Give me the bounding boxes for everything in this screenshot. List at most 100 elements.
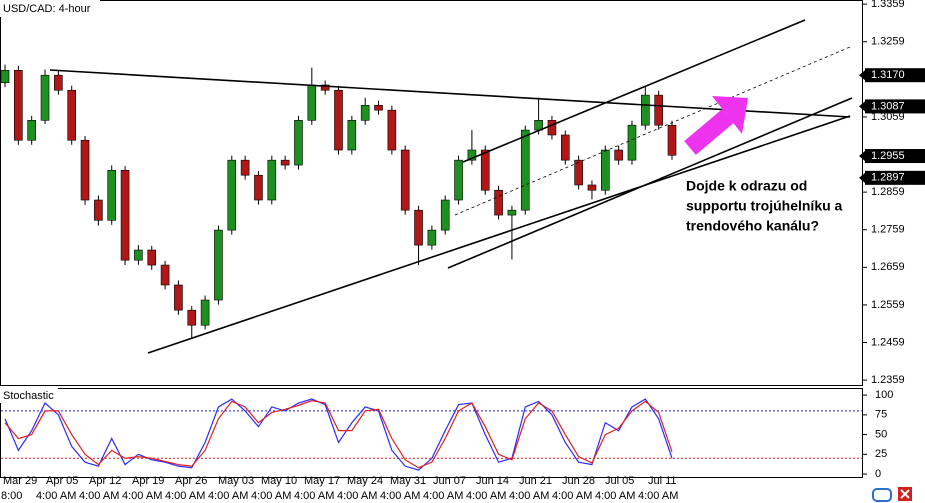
x-date-label: Apr 05 <box>46 475 78 487</box>
candle-body <box>187 309 197 326</box>
candle-body <box>374 104 383 111</box>
candle-body <box>160 264 170 286</box>
x-date-label: Jun 21 <box>519 475 552 487</box>
triangle-support-line <box>147 115 851 354</box>
x-time-label: 4:00 AM <box>380 490 420 502</box>
x-time-label: 8:00 <box>1 490 22 502</box>
x-date-label: May 03 <box>218 475 254 487</box>
price-marker-box <box>865 99 925 114</box>
y-tick-label: 1.2659 <box>871 261 905 273</box>
candle-body <box>334 89 343 151</box>
candle-body <box>494 189 503 216</box>
x-date-label: Mar 29 <box>3 475 37 487</box>
candle-body <box>440 199 450 231</box>
candle-body <box>667 124 677 156</box>
price-marker-label: 1.3170 <box>871 69 905 81</box>
stoch-line <box>4 400 673 469</box>
x-date-label: May 10 <box>261 475 297 487</box>
arrow-head <box>712 96 748 134</box>
candle-body <box>40 74 50 121</box>
annotation: Dojde k odrazu od <box>686 178 807 194</box>
candle-body <box>641 94 650 126</box>
candle-body <box>294 120 303 166</box>
candle-body <box>387 109 397 151</box>
x-date-label: Jun 28 <box>562 475 595 487</box>
candle-body <box>307 84 317 121</box>
x-time-label: 4:00 AM <box>208 490 248 502</box>
candle-body <box>320 84 330 91</box>
price-marker-label: 1.2897 <box>871 172 905 184</box>
x-time-label: 4:00 AM <box>337 490 377 502</box>
x-time-label: 4:00 AM <box>122 490 162 502</box>
arrow-shaft <box>684 109 734 155</box>
candle-body <box>427 229 437 246</box>
candle-body <box>94 199 103 221</box>
price-marker-box <box>865 170 925 185</box>
channel-lower-line <box>447 97 853 269</box>
x-time-label: 4:00 AM <box>294 490 334 502</box>
x-date-label: Jun 07 <box>433 475 466 487</box>
candle-body <box>120 170 130 261</box>
x-time-label: 4:00 AM <box>595 490 635 502</box>
stochastic-title: Stochastic <box>3 390 54 402</box>
stoch-y-tick-label: 50 <box>875 428 887 440</box>
candle-body <box>347 120 357 151</box>
x-date-label: May 31 <box>390 475 426 487</box>
x-date-label: Jun 14 <box>476 475 509 487</box>
x-time-label: 4:00 AM <box>509 490 549 502</box>
candle-body <box>0 70 10 84</box>
y-tick-label: 1.2559 <box>871 299 905 311</box>
candle-body <box>467 149 477 161</box>
x-date-label: Jul 11 <box>648 475 677 487</box>
candle-body <box>80 139 90 201</box>
candle-body <box>134 249 143 261</box>
x-time-label: 4:00 AM <box>466 490 506 502</box>
candle-body <box>254 174 263 201</box>
y-tick-label: 1.2859 <box>871 186 905 198</box>
candle-body <box>27 120 36 141</box>
candle-body <box>507 209 517 216</box>
candle-body <box>414 209 423 246</box>
x-date-label: May 24 <box>347 475 383 487</box>
candle-body <box>107 170 117 221</box>
y-tick-label: 1.2459 <box>871 336 905 348</box>
candle-body <box>400 149 410 211</box>
candle-body <box>67 89 76 141</box>
y-tick-label: 1.3059 <box>871 111 905 123</box>
stoch-title-bg <box>0 388 58 403</box>
x-time-label: 4:00 AM <box>251 490 291 502</box>
candle-body <box>360 104 370 121</box>
title-bg <box>0 0 100 17</box>
triangle-top-line <box>49 69 851 118</box>
candle-body <box>627 124 637 161</box>
candle-body <box>614 149 623 161</box>
candle-body <box>147 249 157 266</box>
x-time-label: 4:00 AM <box>36 490 76 502</box>
y-tick-label: 1.3359 <box>871 0 905 10</box>
price-marker-pointer <box>859 101 865 112</box>
x-time-label: 4:00 AM <box>165 490 205 502</box>
y-tick-label: 1.3259 <box>871 36 905 48</box>
price-marker-pointer <box>859 172 865 183</box>
stoch-y-tick-label: 0 <box>875 468 881 480</box>
candle-body <box>174 284 183 311</box>
channel-upper-line <box>462 19 806 163</box>
candle-body <box>520 129 530 211</box>
candle-body <box>600 149 610 191</box>
candle-body <box>54 74 63 91</box>
price-marker-box <box>865 149 925 164</box>
candle-body <box>560 134 570 161</box>
candle-body <box>454 159 463 201</box>
annotation: supportu trojúhelníku a <box>686 198 843 214</box>
pink-arrow <box>684 96 748 155</box>
price-marker-label: 1.3087 <box>871 100 905 112</box>
annotation: trendového kanálu? <box>686 218 819 234</box>
marks <box>0 64 677 339</box>
stoch-line <box>4 398 673 471</box>
bottom-icons[interactable] <box>872 487 912 502</box>
candle-body <box>227 159 237 231</box>
link-icon[interactable] <box>872 488 892 502</box>
x-time-label: 4:00 AM <box>79 490 119 502</box>
trend-lines <box>49 19 853 354</box>
